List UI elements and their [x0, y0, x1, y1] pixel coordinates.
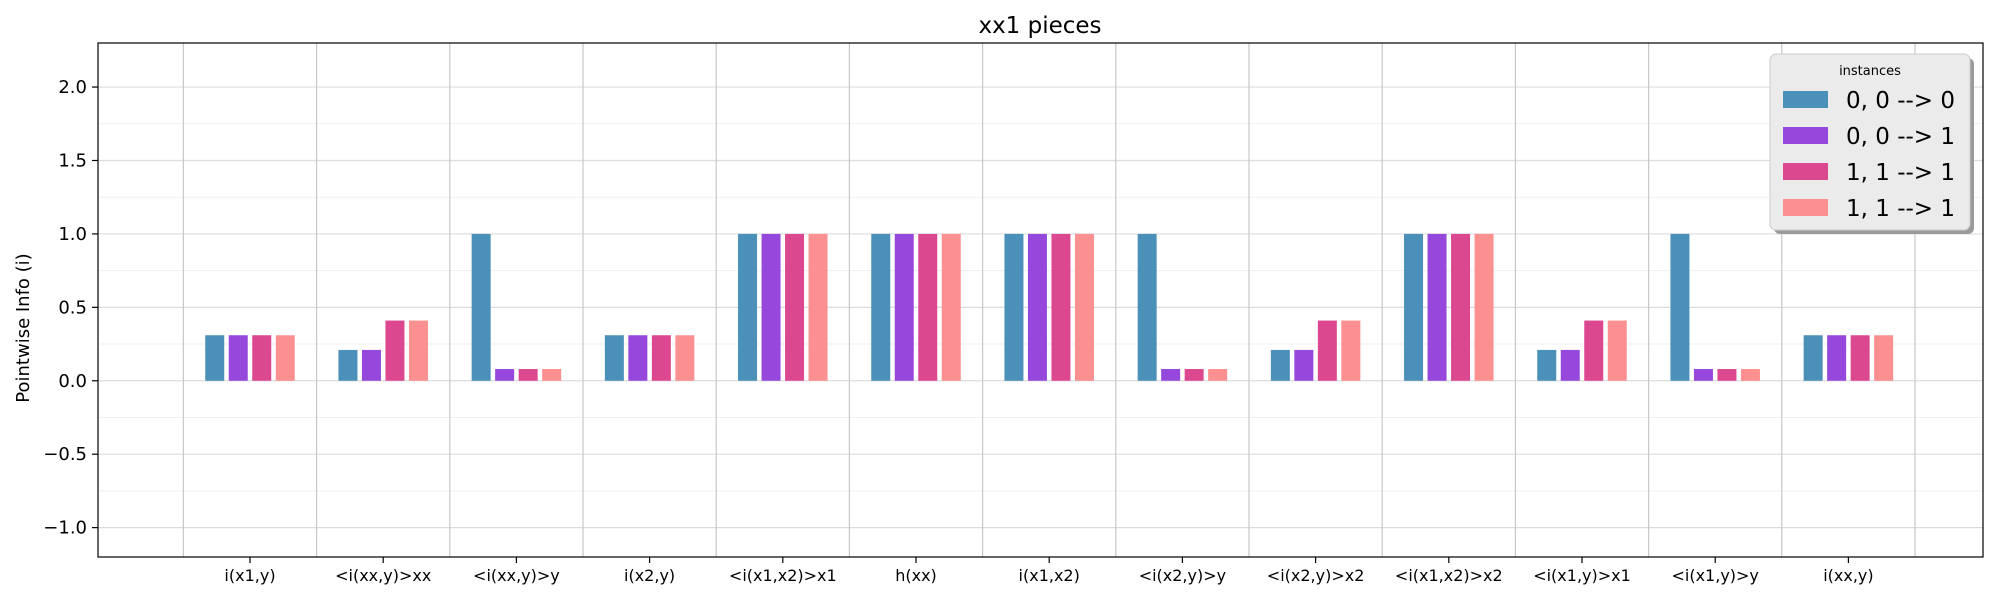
bar: [385, 320, 405, 381]
y-ticks: −1.0 −0.5 0.0 0.5 1.0 1.5 2.0: [43, 77, 98, 539]
bar: [1270, 349, 1290, 381]
bar: [1584, 320, 1604, 381]
bar: [871, 233, 891, 381]
bar: [1451, 233, 1471, 381]
legend-label: 0, 0 --> 1: [1846, 124, 1955, 150]
x-tick-label: <i(xx,y)>xx: [335, 566, 431, 585]
x-tick-label: i(xx,y): [1823, 566, 1873, 585]
bar: [471, 233, 491, 381]
y-tick-label: 0.5: [58, 297, 87, 318]
bar: [604, 335, 624, 381]
bar: [1074, 233, 1094, 381]
bar: [408, 320, 428, 381]
bar: [205, 335, 225, 381]
bar: [338, 349, 358, 381]
bars: [205, 233, 1894, 381]
bar: [1317, 320, 1337, 381]
bar: [1004, 233, 1024, 381]
bar: [1341, 320, 1361, 381]
bar: [1670, 233, 1690, 381]
bar: [1474, 233, 1494, 381]
x-tick-label: i(x1,y): [224, 566, 275, 585]
bar: [1208, 369, 1228, 381]
bar: [675, 335, 695, 381]
bar: [1161, 369, 1181, 381]
bar: [1027, 233, 1047, 381]
legend-label: 0, 0 --> 0: [1846, 88, 1955, 114]
bar: [228, 335, 248, 381]
legend-swatch: [1783, 199, 1828, 216]
legend: instances 0, 0 --> 0 0, 0 --> 1 1, 1 --> 1 1…: [1769, 53, 1974, 234]
bar: [275, 335, 295, 381]
bar: [628, 335, 648, 381]
x-tick-label: <i(x1,x2)>x1: [729, 566, 837, 585]
x-tick-label: <i(x1,y)>x1: [1533, 566, 1631, 585]
legend-swatch: [1783, 91, 1828, 108]
x-tick-label: <i(x2,y)>y: [1139, 566, 1226, 585]
bar: [1803, 335, 1823, 381]
bar: [361, 349, 381, 381]
y-tick-label: −1.0: [43, 518, 87, 539]
bar: [761, 233, 781, 381]
bar: [1874, 335, 1894, 381]
bar: [1537, 349, 1557, 381]
bar: [495, 369, 515, 381]
bar: [542, 369, 562, 381]
legend-swatch: [1783, 127, 1828, 144]
y-tick-label: 1.5: [58, 150, 87, 171]
bar: [1294, 349, 1314, 381]
y-tick-label: 0.0: [58, 371, 87, 392]
bar: [1427, 233, 1447, 381]
bar: [941, 233, 961, 381]
y-tick-label: −0.5: [43, 444, 87, 465]
bar: [518, 369, 538, 381]
bar: [1607, 320, 1627, 381]
x-ticks: i(x1,y) <i(xx,y)>xx <i(xx,y)>y i(x2,y) <i(x1…: [224, 557, 1874, 585]
bar: [1740, 369, 1760, 381]
bar: [1137, 233, 1157, 381]
bar: [1404, 233, 1424, 381]
x-tick-label: <i(x2,y)>x2: [1267, 566, 1365, 585]
x-tick-label: <i(x1,y)>y: [1671, 566, 1758, 585]
x-tick-label: <i(xx,y)>y: [473, 566, 560, 585]
plot-frame: [97, 42, 1984, 558]
bar: [738, 233, 758, 381]
legend-label: 1, 1 --> 1: [1846, 196, 1955, 222]
y-axis-label: Pointwise Info (i): [13, 253, 34, 402]
bar: [918, 233, 938, 381]
bar: [1850, 335, 1870, 381]
legend-label: 1, 1 --> 1: [1846, 160, 1955, 186]
bar: [785, 233, 805, 381]
bar: [1717, 369, 1737, 381]
chart-title: xx1 pieces: [978, 13, 1101, 39]
bar: [808, 233, 828, 381]
bar: [252, 335, 272, 381]
x-tick-label: <i(x1,x2)>x2: [1395, 566, 1503, 585]
x-tick-label: h(xx): [895, 566, 937, 585]
y-tick-label: 1.0: [58, 224, 87, 245]
bar: [1184, 369, 1204, 381]
bar: [894, 233, 914, 381]
bar: [1560, 349, 1580, 381]
y-tick-label: 2.0: [58, 77, 87, 98]
x-tick-label: i(x1,x2): [1019, 566, 1080, 585]
legend-title: instances: [1839, 64, 1901, 79]
bar: [1051, 233, 1071, 381]
category-separators: [182, 43, 1916, 557]
bar: [1693, 369, 1713, 381]
bar: [1827, 335, 1847, 381]
legend-swatch: [1783, 163, 1828, 180]
x-tick-label: i(x2,y): [624, 566, 675, 585]
bar: [651, 335, 671, 381]
